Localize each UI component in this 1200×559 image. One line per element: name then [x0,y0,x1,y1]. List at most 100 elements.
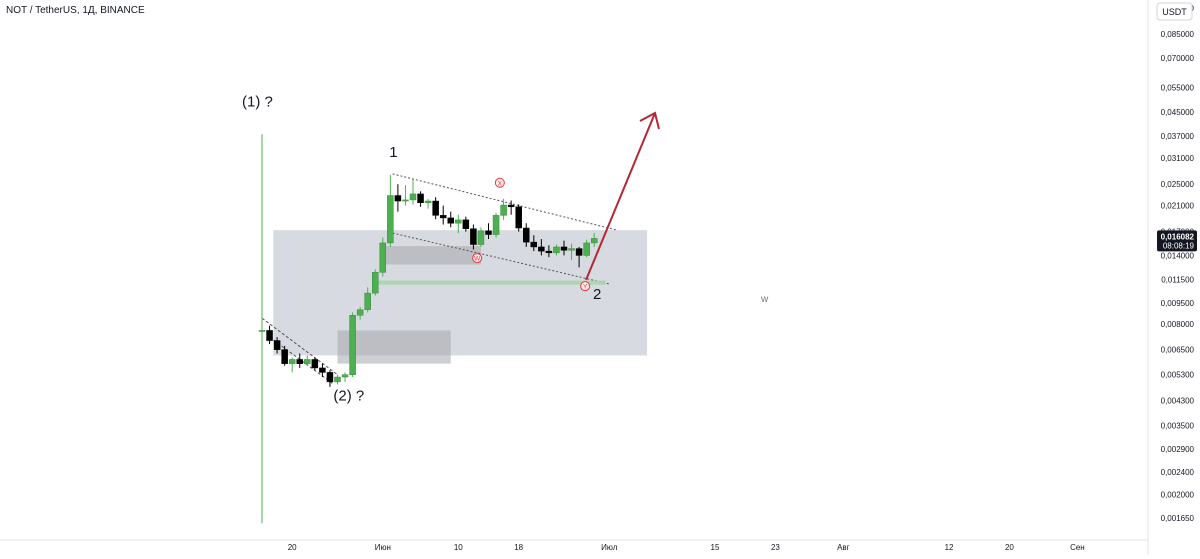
candle-body [500,204,507,216]
candle-body [417,193,424,203]
candle-body [349,315,356,375]
time-tick-label: 18 [514,543,523,552]
price-tick-label: 0,009500 [1161,299,1195,308]
price-tick-label: 0,005300 [1161,371,1195,380]
upper-block-zone [382,246,481,265]
price-tick-label: 0,002900 [1161,445,1195,454]
channel-lower-line [392,232,610,285]
candle-body [507,204,515,208]
wave-label: 2 [593,286,601,303]
time-axis[interactable]: 20 Июн 10 18 Июл 15 23 Авг 12 20 Сен [288,543,1085,552]
wave-marker: W [472,253,483,264]
wave-label: (2) ? [333,387,364,404]
last-price-value: 0,016082 [1161,232,1195,241]
price-tick-label: 0,001650 [1161,514,1195,523]
candles-layer [258,134,598,524]
price-tick-label: 0,011500 [1161,276,1194,285]
watermark-letter: w [760,294,769,305]
time-tick-label: 20 [288,543,297,552]
candle-body [326,372,334,383]
price-tick-label: 0,004300 [1161,396,1195,405]
candle-body [515,206,522,229]
price-tick-label: 0,006500 [1161,346,1195,355]
currency-button[interactable]: USDT [1156,2,1193,21]
candle-body [485,230,492,235]
candle-body [553,246,560,254]
price-tick-label: 0,055000 [1161,83,1195,92]
candle-body [590,238,598,244]
trend-lines-layer [261,111,660,385]
price-tick-label: 0,021000 [1161,202,1195,211]
price-tick-label: 0,031000 [1161,154,1195,163]
candle-body [583,242,590,256]
time-tick-label: Июл [601,543,618,552]
wave-marker-letter: W [474,256,481,263]
annotations-layer: (1) ? 1 (2) ? 2 X W Y [242,94,601,405]
candle-body [288,359,296,364]
candle-body [432,200,439,216]
zones-layer [273,230,648,364]
support-green-line [373,280,606,285]
projection-arrow [585,112,656,281]
wave-marker: X [494,177,505,188]
candle-body [387,195,394,244]
candle-body [341,374,349,378]
candle-body [477,230,485,245]
candle-body [281,349,288,364]
candle-body [364,292,371,310]
falling-wedge-lower-line [269,336,335,385]
candle-body [379,242,387,273]
price-tick-label: 0,002400 [1161,468,1195,477]
wave-marker-circle [494,177,505,188]
candle-body [439,215,447,219]
time-tick-label: 20 [1005,543,1014,552]
wave-marker-letter: Y [583,284,588,291]
wave-label: 1 [389,144,397,161]
time-tick-label: Сен [1070,543,1085,552]
price-tick-label: 0,003500 [1161,422,1195,431]
candle-body [372,272,379,294]
candle-body [575,248,583,256]
candle-body [266,330,273,341]
currency-button-label: USDT [1162,7,1187,17]
time-tick-label: Авг [837,543,850,552]
candle-body [311,359,319,369]
candle-body [530,241,538,248]
price-tick-label: 0,045000 [1161,108,1195,117]
time-tick-label: 15 [711,543,720,552]
price-tick-label: 0,037000 [1161,132,1195,141]
price-tick-label: 0,008000 [1161,320,1195,329]
price-tick-label: 0,085000 [1161,30,1195,39]
candle-body [334,376,341,383]
candle-body [402,199,409,202]
candle-body [258,330,266,332]
price-tick-label: 0,025000 [1161,180,1195,189]
candle-body [304,359,311,364]
time-tick-label: Июн [375,543,391,552]
candle-body [319,367,326,373]
candle-body [356,309,364,316]
channel-upper-line [392,173,617,231]
time-tick-label: 12 [945,543,954,552]
wave-marker-circle [580,281,591,292]
price-tick-label: 0,014000 [1161,251,1195,260]
projection-arrow-head [639,111,660,130]
lower-demand-zone [337,330,451,364]
candle-body [273,340,281,350]
time-tick-label: 10 [454,543,463,552]
price-tick-label: 0,002000 [1161,490,1195,499]
candle-body [447,217,454,224]
wave-marker: Y [580,281,591,292]
candle-body [470,228,477,245]
wave-marker-circle [472,253,483,264]
candle-body [394,195,402,202]
price-tick-label: 0,070000 [1161,54,1195,63]
last-price-bg [1157,230,1197,252]
currency-button-frame [1156,2,1193,21]
candle-body [424,200,432,203]
candle-body [560,246,568,251]
candle-body [568,248,575,251]
